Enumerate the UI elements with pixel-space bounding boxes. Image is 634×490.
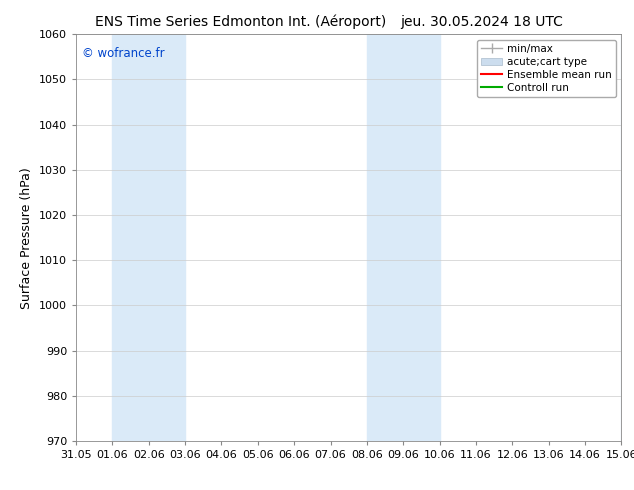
Y-axis label: Surface Pressure (hPa): Surface Pressure (hPa) <box>20 167 34 309</box>
Bar <box>367 34 439 441</box>
Text: © wofrance.fr: © wofrance.fr <box>82 47 164 59</box>
Legend: min/max, acute;cart type, Ensemble mean run, Controll run: min/max, acute;cart type, Ensemble mean … <box>477 40 616 97</box>
Bar <box>621 34 634 441</box>
Text: jeu. 30.05.2024 18 UTC: jeu. 30.05.2024 18 UTC <box>401 15 563 29</box>
Bar <box>112 34 185 441</box>
Text: ENS Time Series Edmonton Int. (Aéroport): ENS Time Series Edmonton Int. (Aéroport) <box>95 15 387 29</box>
